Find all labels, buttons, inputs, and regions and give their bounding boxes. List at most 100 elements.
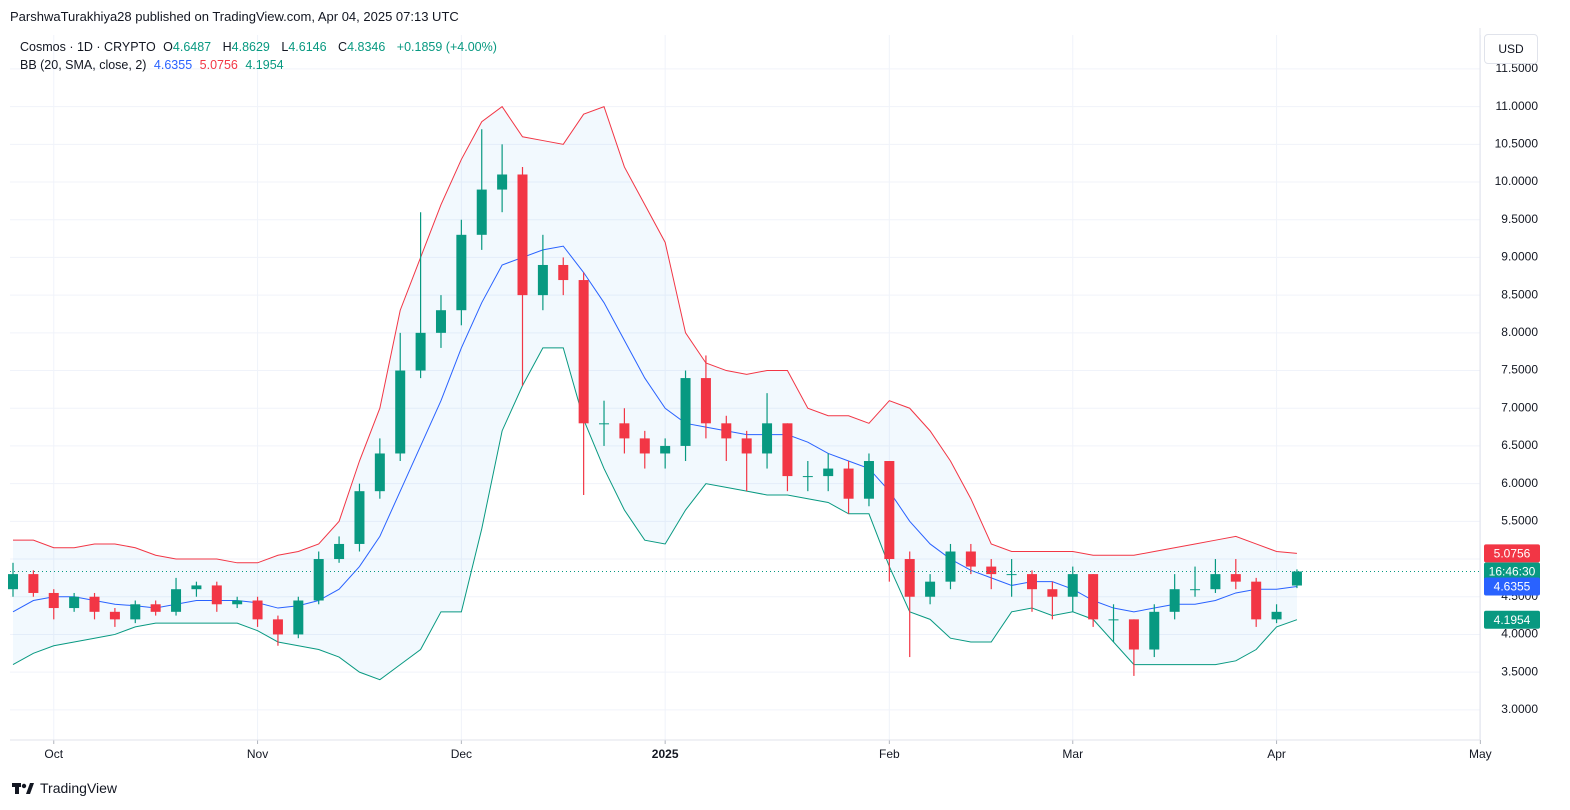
candle-body <box>476 189 487 235</box>
candle-body <box>965 551 976 567</box>
x-tick-label: 2025 <box>652 747 679 761</box>
y-tick-label: 6.0000 <box>1501 476 1538 490</box>
x-tick-label: May <box>1469 747 1492 761</box>
candle-body <box>986 566 997 575</box>
h-value: 4.8629 <box>231 40 270 54</box>
y-tick-label: 10.5000 <box>1495 137 1539 151</box>
candle-body <box>1128 619 1139 650</box>
lower-price-box <box>1484 610 1540 629</box>
candle-body <box>130 604 141 620</box>
candle-body <box>660 445 671 454</box>
candle-body <box>1027 574 1037 590</box>
y-tick-label: 8.0000 <box>1501 325 1538 339</box>
candle-body <box>537 264 548 296</box>
x-tick-label: Apr <box>1267 747 1286 761</box>
candle-body <box>232 600 243 605</box>
candle-body <box>313 559 324 601</box>
y-tick-label: 11.5000 <box>1496 61 1539 75</box>
l-label: L <box>281 40 289 54</box>
upper-price-box <box>1484 544 1540 563</box>
candle-body <box>741 438 752 454</box>
symbol: Cosmos · 1D · CRYPTO <box>20 40 156 54</box>
candle-body <box>863 461 874 499</box>
candle-body <box>456 234 467 311</box>
y-tick-label: 9.5000 <box>1501 212 1538 226</box>
bb-lower-line <box>12 347 1298 681</box>
x-tick-label: Nov <box>247 747 268 761</box>
currency-button[interactable]: USD <box>1484 34 1538 64</box>
countdown-text: 16:46:30 <box>1489 565 1536 579</box>
publish-note: ParshwaTurakhiya28 published on TradingV… <box>10 9 459 24</box>
lower-price-text: 4.1954 <box>1494 613 1531 627</box>
candle-body <box>374 453 385 492</box>
legend-ohlc: Cosmos · 1D · CRYPTO O4.6487 H4.8629 L4.… <box>20 40 501 54</box>
candle-body <box>517 174 528 296</box>
bb-upper: 5.0756 <box>199 58 238 72</box>
candle-body <box>700 378 711 424</box>
y-tick-label: 3.0000 <box>1501 702 1538 716</box>
x-tick-label: Feb <box>879 747 900 761</box>
bb-basis-line <box>12 245 1298 613</box>
candle-body <box>354 491 365 544</box>
candle-body <box>1047 589 1058 597</box>
candle-body <box>191 585 202 590</box>
y-tick-label: 10.0000 <box>1495 174 1539 188</box>
y-tick-label: 4.0000 <box>1501 627 1538 641</box>
candle-body <box>680 378 691 446</box>
candle-body <box>823 468 834 477</box>
candle-body <box>211 585 222 605</box>
candle-body <box>1169 589 1180 612</box>
bb-label: BB (20, SMA, close, 2) <box>20 58 147 72</box>
basis-price-box <box>1484 577 1540 596</box>
y-tick-label: 7.5000 <box>1501 363 1538 377</box>
c-value: 4.8346 <box>347 40 386 54</box>
candle-body <box>69 596 80 609</box>
y-tick-label: 7.0000 <box>1501 400 1538 414</box>
legend-bb: BB (20, SMA, close, 2) 4.6355 5.0756 4.1… <box>20 58 288 72</box>
candle-body <box>415 332 426 371</box>
candle-body <box>884 461 895 560</box>
candle-body <box>925 581 936 597</box>
bb-upper-line <box>13 105 1297 564</box>
candle-body <box>945 551 956 582</box>
candle-body <box>721 423 732 439</box>
candle-body <box>1149 611 1160 650</box>
candle-body <box>1108 619 1119 621</box>
candle-body <box>1251 581 1262 620</box>
candle-body <box>1291 571 1302 586</box>
c-label: C <box>338 40 348 54</box>
candle-body <box>28 574 39 593</box>
candle-body <box>578 280 589 424</box>
candle-body <box>435 310 446 333</box>
x-tick-label: Mar <box>1062 747 1083 761</box>
x-tick-label: Oct <box>44 747 63 761</box>
candle-body <box>1067 574 1078 597</box>
candle-body <box>1210 574 1221 590</box>
l-value: 4.6146 <box>288 40 327 54</box>
candle-body <box>843 468 854 499</box>
candle-body <box>639 438 650 454</box>
logo: TradingView <box>12 780 117 796</box>
change: +0.1859 (+4.00%) <box>396 40 497 54</box>
y-tick-label: 6.5000 <box>1501 438 1538 452</box>
o-label: O <box>163 40 173 54</box>
candle-body <box>904 559 915 597</box>
candle-body <box>1230 574 1241 582</box>
candle-body <box>599 423 610 425</box>
candle-body <box>89 596 100 612</box>
candle-body <box>8 574 18 590</box>
candle-body <box>1006 574 1017 576</box>
candle-body <box>1271 611 1282 620</box>
y-tick-label: 3.5000 <box>1501 664 1538 678</box>
candle-body <box>497 174 508 190</box>
x-tick-label: Dec <box>451 747 472 761</box>
candle-body <box>252 600 263 620</box>
y-tick-label: 5.5000 <box>1501 514 1538 528</box>
candle-body <box>802 476 813 478</box>
candle-body <box>782 423 793 477</box>
logo-icon <box>12 783 34 794</box>
candle-body <box>109 611 120 620</box>
candle-body <box>171 589 182 612</box>
